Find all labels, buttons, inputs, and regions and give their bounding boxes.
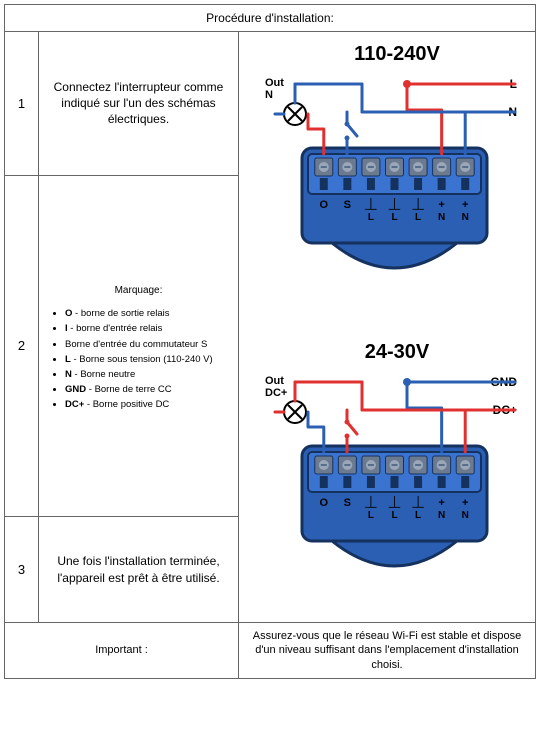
svg-text:Out: Out: [265, 77, 284, 89]
svg-text:N: N: [438, 212, 445, 223]
svg-text:+: +: [462, 199, 468, 211]
svg-text:O: O: [320, 497, 329, 509]
table-row-important: Important : Assurez-vous que le réseau W…: [5, 623, 536, 679]
svg-text:+: +: [438, 199, 444, 211]
legend-title: Marquage:: [47, 285, 230, 296]
step-text: Connectez l'interrupteur comme indiqué s…: [39, 32, 239, 176]
important-text: Assurez-vous que le réseau Wi-Fi est sta…: [239, 623, 536, 679]
svg-text:L: L: [415, 510, 421, 521]
wiring-diagram-ac: 110-240VLNOutNOS⏊L⏊L⏊L+N+N: [247, 38, 527, 318]
svg-text:L: L: [368, 510, 374, 521]
svg-text:N: N: [438, 510, 445, 521]
legend-item: I - borne d'entrée relais: [65, 321, 230, 336]
legend-item: Borne d'entrée du commutateur S: [65, 337, 230, 352]
svg-text:S: S: [344, 497, 351, 509]
svg-text:DC+: DC+: [265, 387, 287, 399]
step-number: 3: [5, 517, 39, 623]
step-number: 2: [5, 175, 39, 516]
legend-item: L - Borne sous tension (110-240 V): [65, 352, 230, 367]
svg-text:S: S: [344, 199, 351, 211]
table-title: Procédure d'installation:: [5, 5, 536, 32]
svg-text:⏊: ⏊: [364, 197, 377, 211]
svg-text:N: N: [462, 212, 469, 223]
svg-text:+: +: [462, 497, 468, 509]
svg-text:110-240V: 110-240V: [354, 43, 440, 65]
svg-text:⏊: ⏊: [388, 495, 401, 509]
svg-text:L: L: [391, 510, 397, 521]
legend-list: O - borne de sortie relais I - borne d'e…: [47, 306, 230, 412]
svg-text:24-30V: 24-30V: [365, 341, 430, 363]
wiring-diagram-dc: 24-30VGNDDC+OutDC+OS⏊L⏊L⏊L+N+N: [247, 336, 527, 616]
svg-text:Out: Out: [265, 375, 284, 387]
svg-text:L: L: [391, 212, 397, 223]
legend-item: O - borne de sortie relais: [65, 306, 230, 321]
diagram-cell: 110-240VLNOutNOS⏊L⏊L⏊L+N+N 24-30VGNDDC+O…: [239, 32, 536, 623]
svg-text:L: L: [368, 212, 374, 223]
legend-item: N - Borne neutre: [65, 367, 230, 382]
svg-text:⏊: ⏊: [412, 197, 425, 211]
svg-text:⏊: ⏊: [388, 197, 401, 211]
svg-text:+: +: [438, 497, 444, 509]
step-legend-cell: Marquage: O - borne de sortie relais I -…: [39, 175, 239, 516]
step-number: 1: [5, 32, 39, 176]
svg-text:L: L: [415, 212, 421, 223]
table-row: 1 Connectez l'interrupteur comme indiqué…: [5, 32, 536, 176]
svg-text:O: O: [320, 199, 329, 211]
svg-text:⏊: ⏊: [412, 495, 425, 509]
legend-item: GND - Borne de terre CC: [65, 382, 230, 397]
svg-text:⏊: ⏊: [364, 495, 377, 509]
legend-item: DC+ - Borne positive DC: [65, 397, 230, 412]
step-text: Une fois l'installation terminée, l'appa…: [39, 517, 239, 623]
svg-text:N: N: [462, 510, 469, 521]
important-label: Important :: [5, 623, 239, 679]
installation-table: Procédure d'installation: 1 Connectez l'…: [4, 4, 536, 679]
svg-text:N: N: [265, 89, 273, 101]
